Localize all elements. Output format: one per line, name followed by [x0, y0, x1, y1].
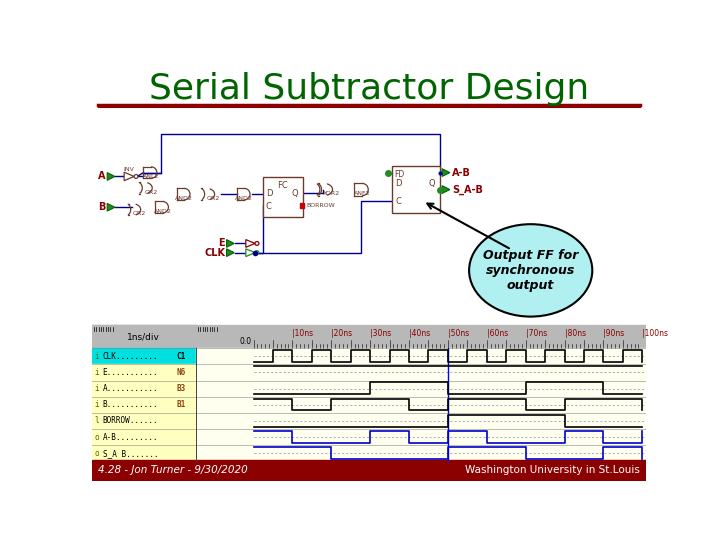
Bar — [263, 177, 303, 217]
Text: INV: INV — [123, 167, 134, 172]
Bar — [196, 429, 647, 445]
Text: |90ns: |90ns — [603, 329, 625, 338]
Text: B1: B1 — [176, 400, 186, 409]
Polygon shape — [442, 168, 450, 177]
Text: |100ns: |100ns — [642, 329, 668, 338]
Text: C1: C1 — [176, 352, 186, 361]
Bar — [92, 413, 196, 429]
Polygon shape — [227, 249, 234, 256]
Text: l: l — [94, 416, 99, 426]
Text: D: D — [395, 179, 402, 188]
Text: D: D — [266, 189, 272, 198]
Text: 1ns/div: 1ns/div — [127, 332, 161, 341]
Circle shape — [134, 174, 138, 178]
Text: o: o — [94, 449, 99, 458]
Polygon shape — [442, 186, 450, 193]
Ellipse shape — [469, 224, 593, 316]
Polygon shape — [246, 249, 255, 256]
Text: A-B.........: A-B......... — [102, 433, 158, 442]
Text: |20ns: |20ns — [331, 329, 352, 338]
Text: AND2: AND2 — [235, 195, 253, 201]
Text: S_A-B: S_A-B — [452, 184, 483, 195]
Text: A...........: A........... — [102, 384, 158, 393]
Circle shape — [255, 241, 259, 245]
Text: Washington University in St.Louis: Washington University in St.Louis — [465, 465, 640, 475]
Text: B3: B3 — [176, 384, 186, 393]
Text: B: B — [99, 202, 106, 212]
Text: XOR2: XOR2 — [323, 192, 340, 197]
Text: OR2: OR2 — [133, 211, 146, 216]
Bar — [92, 364, 196, 381]
Text: o: o — [94, 433, 99, 442]
Text: Q: Q — [429, 179, 436, 188]
Text: i: i — [94, 384, 99, 393]
Text: 0.0: 0.0 — [240, 337, 252, 346]
Text: |50ns: |50ns — [448, 329, 469, 338]
Bar — [92, 445, 196, 461]
Text: BORROW......: BORROW...... — [102, 416, 158, 426]
Text: |40ns: |40ns — [409, 329, 431, 338]
Text: i: i — [94, 368, 99, 377]
Text: CLK.........: CLK......... — [102, 352, 158, 361]
Text: BORROW: BORROW — [307, 203, 336, 208]
Polygon shape — [246, 240, 255, 247]
Text: i: i — [94, 352, 99, 361]
Text: E...........: E........... — [102, 368, 158, 377]
Text: |80ns: |80ns — [564, 329, 585, 338]
Text: OR2: OR2 — [145, 190, 158, 194]
Bar — [300, 204, 305, 208]
Text: 4.28 - Jon Turner - 9/30/2020: 4.28 - Jon Turner - 9/30/2020 — [98, 465, 248, 475]
Bar — [92, 325, 647, 348]
Bar — [392, 166, 440, 213]
Text: S_A B.......: S_A B....... — [102, 449, 158, 458]
Polygon shape — [107, 173, 115, 180]
Text: |60ns: |60ns — [487, 329, 508, 338]
Bar — [92, 325, 196, 348]
Text: Output FF for
synchronous
output: Output FF for synchronous output — [483, 249, 578, 292]
Bar — [196, 364, 647, 381]
Text: i: i — [94, 400, 99, 409]
Text: |30ns: |30ns — [370, 329, 392, 338]
Text: CLK: CLK — [204, 248, 225, 258]
Text: |70ns: |70ns — [526, 329, 547, 338]
Text: C: C — [266, 202, 272, 211]
Bar — [92, 460, 647, 481]
Text: ANF2: ANF2 — [354, 192, 370, 197]
Bar — [92, 381, 196, 397]
Text: E: E — [218, 239, 225, 248]
Text: C: C — [395, 197, 401, 206]
Text: N6: N6 — [176, 368, 186, 377]
Text: Q: Q — [292, 189, 298, 198]
Polygon shape — [124, 172, 134, 181]
Bar — [196, 348, 647, 364]
Bar — [196, 381, 647, 397]
Bar — [96, 110, 642, 321]
Polygon shape — [107, 204, 115, 211]
Text: B...........: B........... — [102, 400, 158, 409]
Bar — [92, 397, 196, 413]
Text: OR2: OR2 — [207, 195, 220, 201]
Text: ANL2: ANL2 — [143, 174, 159, 179]
Circle shape — [255, 251, 259, 254]
Bar — [196, 445, 647, 461]
Polygon shape — [227, 240, 234, 247]
Bar — [92, 348, 196, 364]
Text: |10ns: |10ns — [292, 329, 313, 338]
Text: A-B: A-B — [452, 167, 471, 178]
Text: AND2: AND2 — [175, 195, 193, 201]
Bar — [196, 397, 647, 413]
Text: Serial Subtractor Design: Serial Subtractor Design — [149, 72, 589, 106]
Bar — [92, 325, 647, 461]
Text: AND2: AND2 — [153, 209, 171, 214]
Bar — [92, 429, 196, 445]
Text: A: A — [98, 172, 106, 181]
Bar — [196, 413, 647, 429]
Text: FD: FD — [395, 170, 405, 179]
Text: FC: FC — [277, 181, 288, 190]
